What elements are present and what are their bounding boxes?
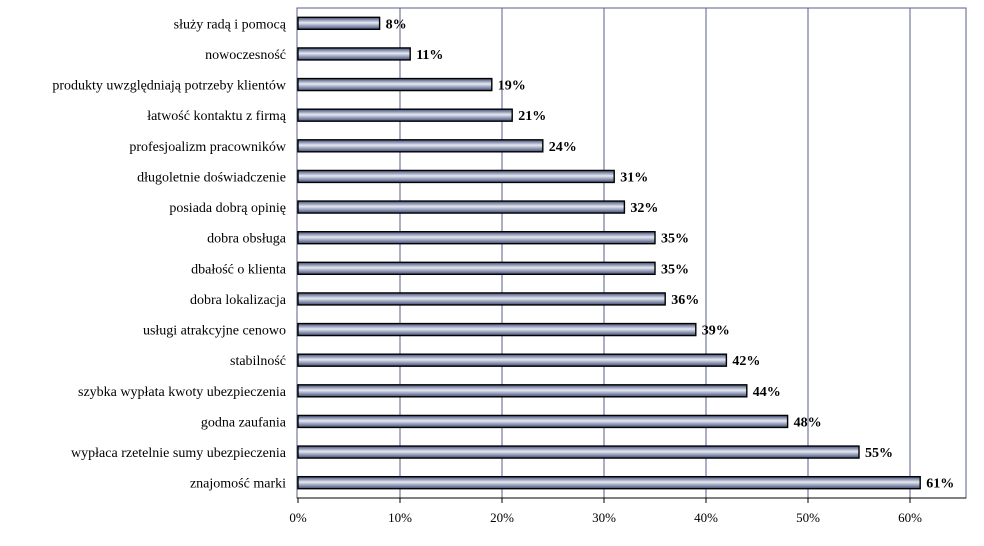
bar [297,353,728,367]
category-label: służy radą i pomocą [174,17,287,32]
value-label: 35% [661,232,689,247]
value-labels: 8% 11% 19% 21% 24% 31% 32% 35% 35% 36% 39%42% 44% 48… [386,17,955,491]
category-labels: służy radą i pomocą nowoczesność produkty … [52,17,287,491]
bar [297,230,656,245]
bar [297,475,921,490]
x-tick-label: 60% [898,510,922,525]
category-label: wypłaca rzetelnie sumy ubezpieczenia [71,446,287,461]
bar [297,108,513,122]
category-label: godna zaufania [201,415,287,430]
bar [297,261,656,276]
bar [297,200,626,214]
category-label: długoletnie doświadczenie [137,170,286,185]
value-label: 24% [549,140,577,155]
category-label: znajomość marki [190,477,286,492]
value-label: 32% [630,201,658,216]
category-label: profesjoalizm pracowników [129,140,287,155]
x-tick-label: 30% [592,510,616,525]
value-label: 39% [702,324,730,339]
value-label: 36% [671,293,699,308]
category-label: produkty uwzględniają potrzeby klientów [52,79,287,94]
bar [297,169,615,184]
bar [297,292,666,306]
value-label: 42% [732,354,760,369]
category-label: usługi atrakcyjne cenowo [143,324,286,339]
x-tick-label: 40% [694,510,718,525]
value-label: 11% [416,48,443,63]
category-label: posiada dobrą opinię [169,201,286,216]
bar [297,16,381,31]
value-label: 55% [865,446,893,461]
x-tick-label: 10% [388,510,412,525]
bar [297,414,789,429]
category-label: łatwość kontaktu z firmą [147,109,287,124]
bar [297,139,544,153]
bar [297,77,493,92]
x-tick-label: 20% [490,510,514,525]
category-label: stabilność [230,354,286,369]
value-label: 19% [498,79,526,94]
bar [297,384,748,398]
bar [297,445,860,459]
bars [297,16,921,490]
category-label: szybka wypłata kwoty ubezpieczenia [78,385,287,400]
x-axis-ticks: 0% 10% 20% 30% 40% 50% 60% [289,497,966,525]
value-label: 35% [661,262,689,277]
category-label: dobra obsługa [207,232,287,247]
bar [297,322,697,337]
value-label: 61% [926,477,954,492]
value-label: 8% [386,17,407,32]
bar [297,47,411,61]
category-label: dobra lokalizacja [190,293,287,308]
value-label: 31% [620,170,648,185]
value-label: 21% [518,109,546,124]
value-label: 44% [753,385,781,400]
x-tick-label: 50% [796,510,820,525]
value-label: 48% [794,415,822,430]
x-tick-label: 0% [289,510,307,525]
category-label: dbałość o klienta [191,262,287,277]
category-label: nowoczesność [205,48,286,63]
